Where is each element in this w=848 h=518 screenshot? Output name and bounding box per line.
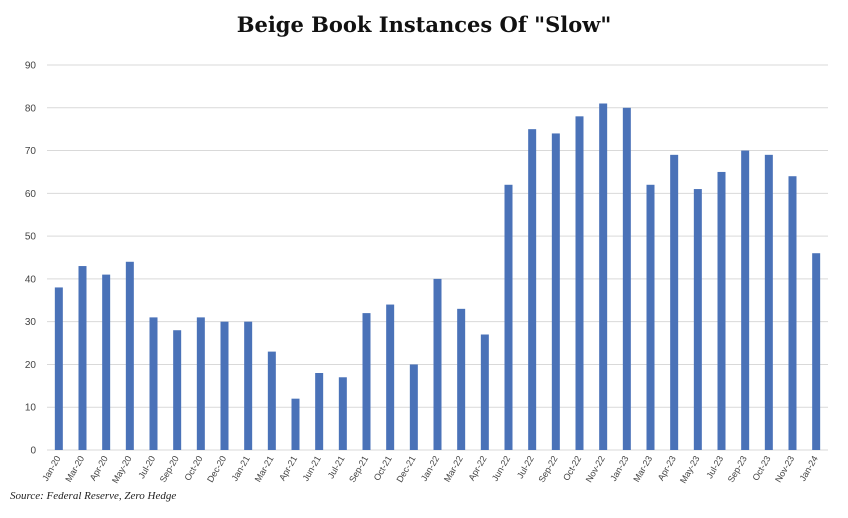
bar — [788, 176, 797, 450]
bar — [764, 154, 773, 451]
y-tick-label: 90 — [25, 61, 37, 72]
bar — [433, 278, 442, 450]
x-tick-label: Nov-23 — [773, 454, 796, 484]
bar — [315, 373, 324, 450]
x-tick-label: Oct-23 — [750, 454, 772, 482]
x-tick-label: Sep-21 — [347, 454, 370, 484]
x-tick-label: Jul-23 — [704, 454, 725, 480]
x-tick-label: Mar-23 — [631, 454, 654, 484]
x-tick-label: Apr-23 — [656, 454, 678, 482]
bar — [149, 317, 158, 450]
x-tick-label: Sep-20 — [158, 454, 181, 484]
bar — [220, 321, 229, 450]
x-tick-label: May-23 — [678, 454, 702, 485]
bar — [622, 107, 631, 451]
x-tick-label: Apr-22 — [466, 454, 488, 482]
bar — [551, 133, 560, 450]
bar — [457, 308, 466, 450]
x-tick-label: Jun-22 — [490, 454, 512, 483]
bar — [409, 364, 418, 450]
bar — [386, 304, 395, 450]
y-tick-label: 30 — [25, 317, 37, 328]
x-tick-label: Oct-20 — [182, 454, 204, 482]
x-tick-label: Jul-21 — [326, 454, 347, 480]
x-tick-label: Sep-23 — [726, 454, 749, 484]
x-tick-label: Sep-22 — [536, 454, 559, 484]
x-tick-label: Jan-21 — [229, 454, 251, 483]
bar — [480, 334, 489, 450]
bar — [504, 184, 513, 450]
bar — [646, 184, 655, 450]
x-tick-label: Jun-21 — [300, 454, 322, 483]
y-axis: 0 10 20 30 40 50 60 70 80 90 — [25, 61, 37, 457]
x-tick-label: Jan-20 — [40, 454, 62, 483]
bar — [267, 351, 276, 450]
y-tick-label: 0 — [30, 446, 36, 457]
bar — [125, 261, 134, 450]
x-tick-label: Apr-20 — [88, 454, 110, 482]
bar — [362, 313, 371, 450]
x-tick-label: Nov-22 — [584, 454, 607, 484]
bars — [54, 103, 821, 451]
bar — [54, 287, 63, 450]
x-tick-label: Mar-21 — [253, 454, 276, 484]
y-tick-label: 80 — [25, 103, 37, 114]
x-tick-label: Jan-22 — [419, 454, 441, 483]
y-tick-label: 60 — [25, 189, 37, 200]
x-tick-label: Jul-20 — [136, 454, 157, 480]
x-tick-label: Dec-20 — [205, 454, 228, 484]
x-tick-label: May-20 — [110, 454, 134, 485]
bar — [338, 377, 347, 450]
bar — [102, 274, 111, 450]
source-note: Source: Federal Reserve, Zero Hedge — [10, 490, 176, 502]
x-tick-label: Jul-22 — [515, 454, 536, 480]
x-tick-label: Apr-21 — [277, 454, 299, 482]
y-tick-label: 50 — [25, 232, 37, 243]
x-tick-label: Jan-24 — [797, 454, 819, 483]
bar — [244, 321, 253, 450]
bar — [741, 150, 750, 451]
chart-title: Beige Book Instances Of "Slow" — [237, 12, 612, 37]
bar — [693, 189, 702, 451]
bar — [291, 398, 300, 450]
bar — [575, 116, 584, 450]
x-tick-label: Mar-22 — [442, 454, 465, 484]
bar — [528, 129, 537, 450]
x-tick-label: Jan-23 — [608, 454, 630, 483]
bar — [717, 171, 726, 450]
bar — [812, 253, 821, 450]
y-tick-label: 40 — [25, 274, 37, 285]
x-tick-label: Oct-21 — [372, 454, 394, 482]
bar — [670, 154, 679, 451]
y-tick-label: 70 — [25, 146, 37, 157]
bar — [196, 317, 205, 450]
bar — [78, 266, 87, 450]
bar — [173, 330, 182, 450]
x-axis: Jan-20 Mar-20 Apr-20 May-20 Jul-20 Sep-20 Oct-… — [40, 454, 820, 485]
bar — [599, 103, 608, 450]
x-tick-label: Mar-20 — [63, 454, 86, 484]
y-tick-label: 20 — [25, 360, 37, 371]
x-tick-label: Dec-21 — [394, 454, 417, 484]
y-tick-label: 10 — [25, 403, 37, 414]
x-tick-label: Oct-22 — [561, 454, 583, 482]
